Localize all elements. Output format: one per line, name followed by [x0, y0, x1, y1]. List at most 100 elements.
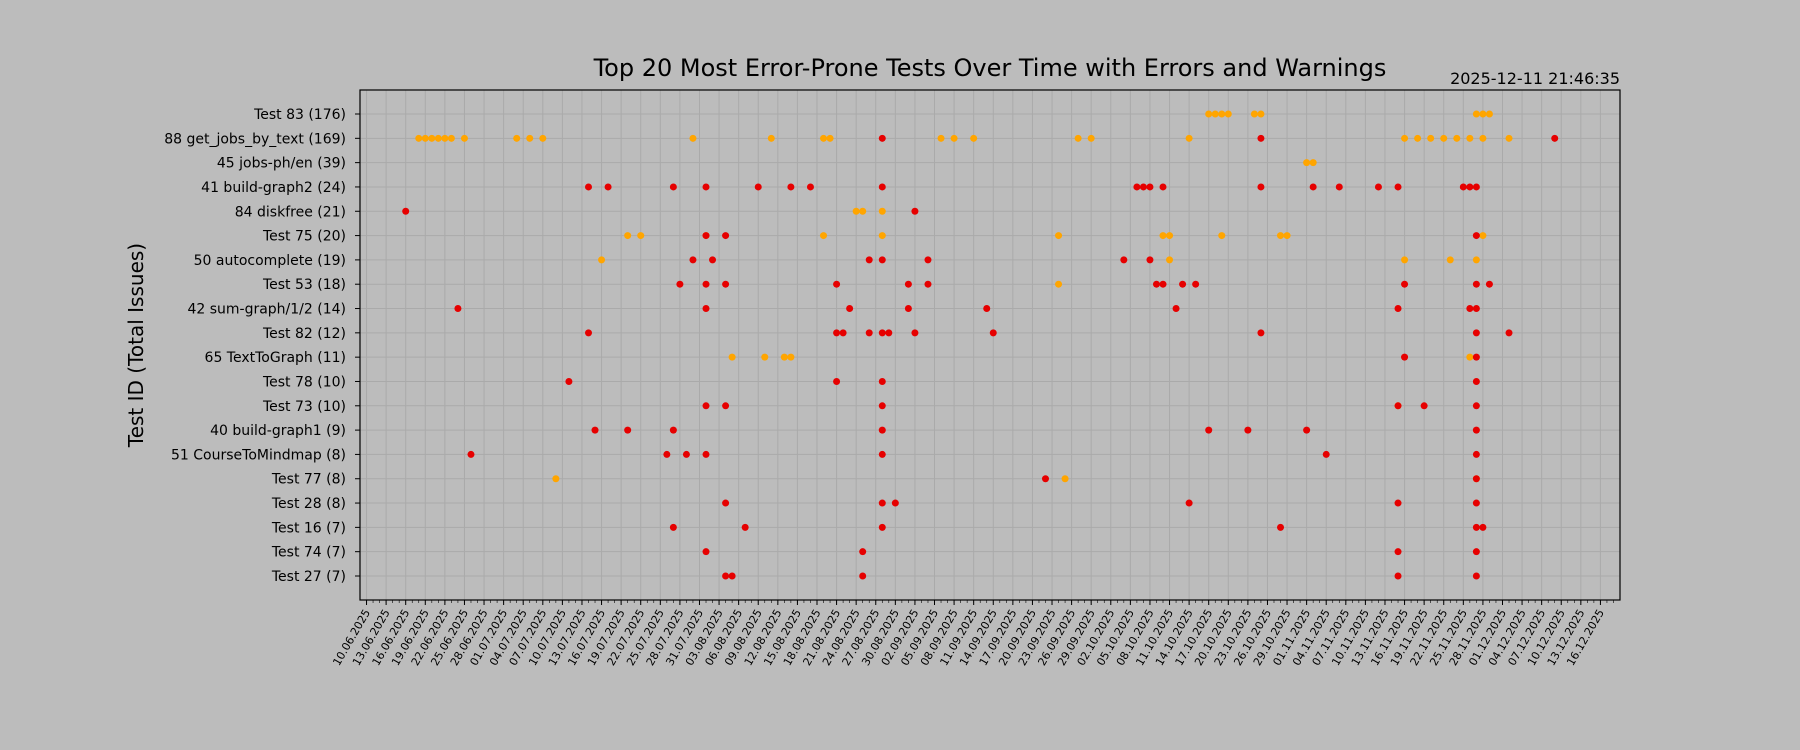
plot-frame: [359, 89, 1621, 601]
warning-point: [1055, 280, 1063, 288]
error-point: [584, 183, 592, 191]
y-tick-label: 45 jobs-ph/en (39): [217, 156, 346, 172]
error-point: [1420, 402, 1428, 410]
error-point: [1472, 548, 1480, 556]
x-axis-ticks: 10.06.202513.06.202516.06.202519.06.2025…: [330, 600, 1614, 668]
warning-point: [1401, 134, 1409, 142]
error-point: [1472, 329, 1480, 337]
warning-point: [1303, 159, 1311, 167]
error-point: [565, 377, 573, 385]
error-point: [1466, 183, 1474, 191]
warning-point: [1257, 110, 1265, 118]
warning-point: [950, 134, 958, 142]
error-point: [1485, 280, 1493, 288]
y-tick-label: 41 build-graph2 (24): [201, 180, 346, 196]
warning-point: [1277, 232, 1285, 240]
error-point: [1133, 183, 1141, 191]
error-point: [859, 548, 867, 556]
warning-point: [441, 134, 449, 142]
error-point: [865, 329, 873, 337]
warning-point: [539, 134, 547, 142]
warning-point: [820, 134, 828, 142]
error-point: [1394, 402, 1402, 410]
error-point: [911, 329, 919, 337]
error-point: [878, 499, 886, 507]
warning-point: [878, 207, 886, 215]
warning-point: [1061, 475, 1069, 483]
warning-point: [552, 475, 560, 483]
warning-point: [1074, 134, 1082, 142]
warning-point: [689, 134, 697, 142]
error-point: [1472, 377, 1480, 385]
warning-point: [513, 134, 521, 142]
error-point: [891, 499, 899, 507]
warning-point: [1166, 232, 1174, 240]
error-point: [669, 523, 677, 531]
error-point: [1394, 572, 1402, 580]
warning-point: [526, 134, 534, 142]
y-tick-label: 42 sum-graph/1/2 (14): [187, 302, 346, 318]
error-point: [1472, 523, 1480, 531]
warning-point: [1185, 134, 1193, 142]
warning-point: [1055, 232, 1063, 240]
warning-point: [1224, 110, 1232, 118]
y-tick-label: Test 82 (12): [262, 326, 346, 342]
error-point: [1179, 280, 1187, 288]
y-tick-label: Test 78 (10): [262, 374, 346, 390]
warning-point: [1159, 232, 1167, 240]
error-point: [702, 402, 710, 410]
error-point: [1303, 426, 1311, 434]
error-point: [1472, 183, 1480, 191]
error-point: [839, 329, 847, 337]
error-point: [709, 256, 717, 264]
error-point: [1401, 280, 1409, 288]
warning-point: [1479, 110, 1487, 118]
warning-point: [624, 232, 632, 240]
error-point: [1459, 183, 1467, 191]
warning-point: [1453, 134, 1461, 142]
warning-point: [1211, 110, 1219, 118]
error-point: [1472, 475, 1480, 483]
y-tick-label: 51 CourseToMindmap (8): [171, 447, 346, 463]
error-point: [1192, 280, 1200, 288]
error-point: [787, 183, 795, 191]
warning-point: [1485, 110, 1493, 118]
error-point: [722, 572, 730, 580]
error-point: [1374, 183, 1382, 191]
y-tick-label: 50 autocomplete (19): [194, 253, 346, 269]
error-point: [911, 207, 919, 215]
warning-point: [1283, 232, 1291, 240]
warning-point: [1427, 134, 1435, 142]
warning-point: [1309, 159, 1317, 167]
error-point: [1394, 183, 1402, 191]
error-point: [1472, 499, 1480, 507]
error-point: [983, 305, 991, 313]
error-point: [702, 305, 710, 313]
y-tick-label: 40 build-graph1 (9): [210, 423, 346, 439]
error-point: [833, 377, 841, 385]
error-point: [1479, 523, 1487, 531]
warning-point: [460, 134, 468, 142]
warning-point: [787, 353, 795, 361]
warning-point: [1250, 110, 1258, 118]
error-point: [1205, 426, 1213, 434]
error-point: [833, 329, 841, 337]
warning-point: [1166, 256, 1174, 264]
error-point: [1257, 183, 1265, 191]
y-tick-label: 88 get_jobs_by_text (169): [164, 131, 346, 147]
warning-point: [1472, 110, 1480, 118]
error-point: [624, 426, 632, 434]
warning-point: [1446, 256, 1454, 264]
grid-lines: [360, 90, 1620, 600]
error-point: [885, 329, 893, 337]
error-point: [1159, 183, 1167, 191]
error-point: [1394, 548, 1402, 556]
warning-point: [637, 232, 645, 240]
warning-point: [1205, 110, 1213, 118]
y-tick-label: Test 16 (7): [271, 520, 346, 536]
error-point: [878, 426, 886, 434]
warning-point: [598, 256, 606, 264]
warning-point: [1466, 353, 1474, 361]
